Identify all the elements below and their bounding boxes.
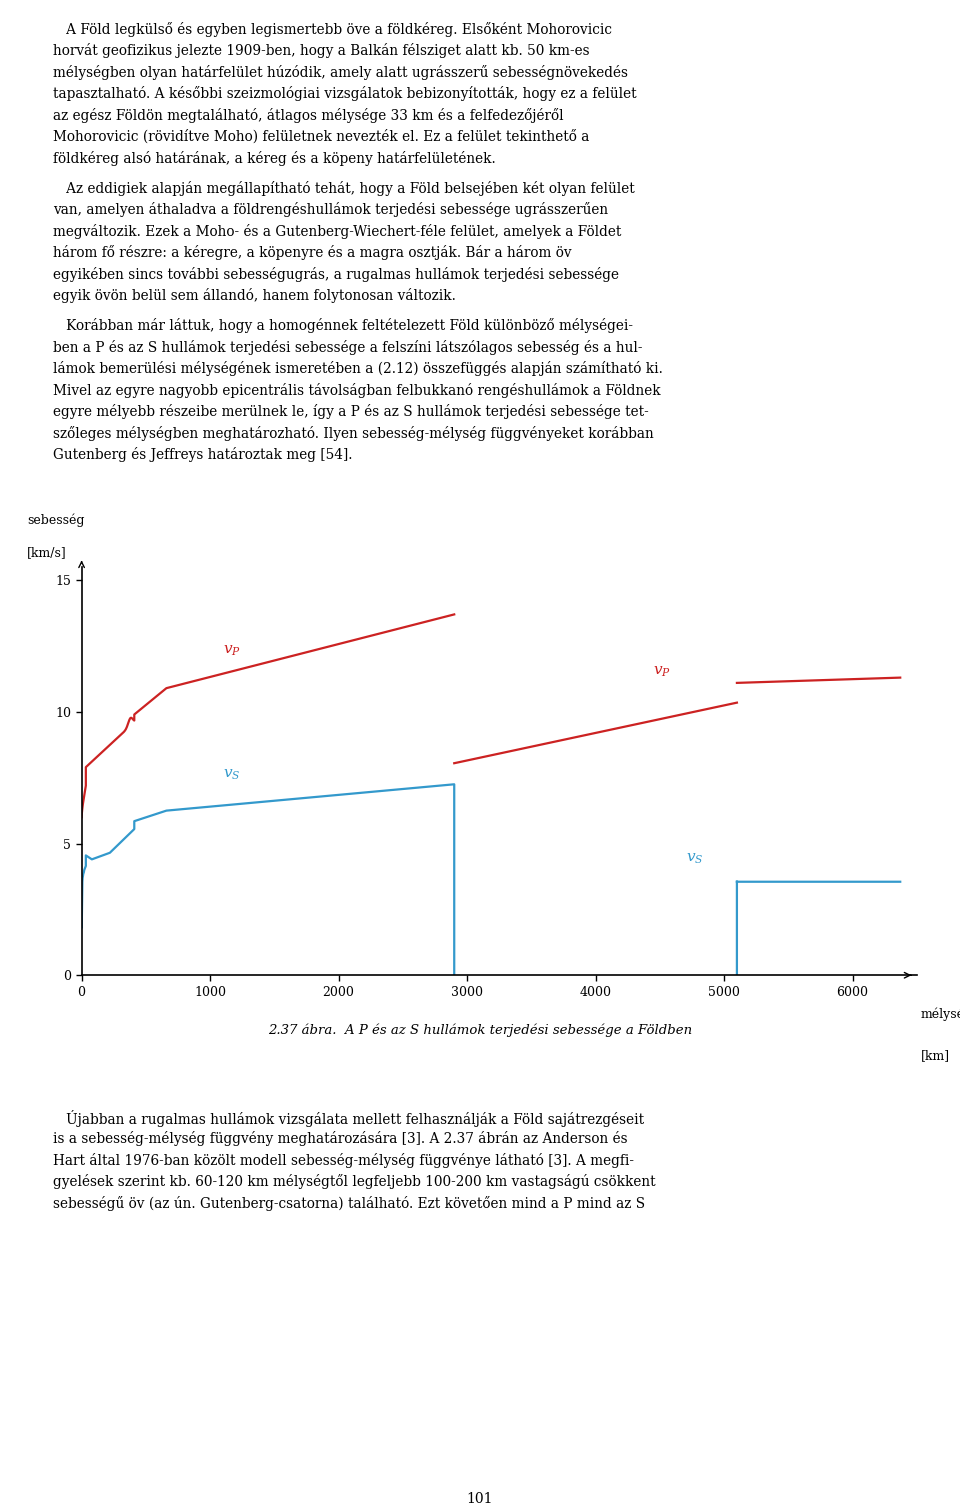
Text: Az eddigiek alapján megállapítható tehát, hogy a Föld belsejében két olyan felül: Az eddigiek alapján megállapítható tehát… <box>53 181 635 197</box>
Text: ben a P és az S hullámok terjedési sebessége a felszíni látszólagos sebesség és : ben a P és az S hullámok terjedési sebes… <box>53 340 642 355</box>
Text: az egész Földön megtalálható, átlagos mélysége 33 km és a felfedezőjéről: az egész Földön megtalálható, átlagos mé… <box>53 107 564 122</box>
Text: $v_P$: $v_P$ <box>223 644 241 658</box>
Text: 101: 101 <box>467 1492 493 1506</box>
Text: horvát geofizikus jelezte 1909-ben, hogy a Balkán félsziget alatt kb. 50 km-es: horvát geofizikus jelezte 1909-ben, hogy… <box>53 44 589 59</box>
Text: Mivel az egyre nagyobb epicentrális távolságban felbukkanó rengéshullámok a Föld: Mivel az egyre nagyobb epicentrális távo… <box>53 383 660 398</box>
Text: A Föld legkülső és egyben legismertebb öve a földkéreg. Elsőként Mohorovicic: A Föld legkülső és egyben legismertebb ö… <box>53 23 612 36</box>
Text: Korábban már láttuk, hogy a homogénnek feltételezett Föld különböző mélységei-: Korábban már láttuk, hogy a homogénnek f… <box>53 319 633 333</box>
Text: $v_S$: $v_S$ <box>685 851 703 866</box>
Text: három fő részre: a kéregre, a köpenyre és a magra osztják. Bár a három öv: három fő részre: a kéregre, a köpenyre é… <box>53 245 571 260</box>
Text: egyik övön belül sem állandó, hanem folytonosan változik.: egyik övön belül sem állandó, hanem foly… <box>53 289 456 304</box>
Text: gyelések szerint kb. 60-120 km mélységtől legfeljebb 100-200 km vastagságú csökk: gyelések szerint kb. 60-120 km mélységtő… <box>53 1175 656 1190</box>
Text: egyikében sincs további sebességugrás, a rugalmas hullámok terjedési sebessége: egyikében sincs további sebességugrás, a… <box>53 266 619 281</box>
Text: is a sebesség-mélység függvény meghatározására [3]. A 2.37 ábrán az Anderson és: is a sebesség-mélység függvény meghatáro… <box>53 1131 628 1146</box>
Text: $v_S$: $v_S$ <box>223 768 240 782</box>
Text: Gutenberg és Jeffreys határoztak meg [54].: Gutenberg és Jeffreys határoztak meg [54… <box>53 448 352 463</box>
Text: van, amelyen áthaladva a földrengéshullámok terjedési sebessége ugrásszerűen: van, amelyen áthaladva a földrengéshullá… <box>53 203 608 218</box>
Text: sebességű öv (az ún. Gutenberg-csatorna) található. Ezt követően mind a P mind a: sebességű öv (az ún. Gutenberg-csatorna)… <box>53 1196 645 1211</box>
Text: tapasztalható. A későbbi szeizmológiai vizsgálatok bebizonyították, hogy ez a fe: tapasztalható. A későbbi szeizmológiai v… <box>53 86 636 101</box>
Text: megváltozik. Ezek a Moho- és a Gutenberg-Wiechert-féle felület, amelyek a Földet: megváltozik. Ezek a Moho- és a Gutenberg… <box>53 224 621 239</box>
Text: 2.37 ábra.  A P és az S hullámok terjedési sebessége a Földben: 2.37 ábra. A P és az S hullámok terjedés… <box>268 1024 692 1037</box>
Text: Újabban a rugalmas hullámok vizsgálata mellett felhasználják a Föld sajátrezgése: Újabban a rugalmas hullámok vizsgálata m… <box>53 1110 644 1126</box>
Text: egyre mélyebb részeibe merülnek le, így a P és az S hullámok terjedési sebessége: egyre mélyebb részeibe merülnek le, így … <box>53 404 649 419</box>
Text: [km]: [km] <box>921 1049 950 1061</box>
Text: [km/s]: [km/s] <box>27 547 67 559</box>
Text: lámok bemerülési mélységének ismeretében a (2.12) összefüggés alapján számítható: lámok bemerülési mélységének ismeretében… <box>53 361 662 376</box>
Text: $v_P$: $v_P$ <box>654 665 671 679</box>
Text: Hart által 1976-ban közölt modell sebesség-mélység függvénye látható [3]. A megf: Hart által 1976-ban közölt modell sebess… <box>53 1154 634 1167</box>
Text: sebesség: sebesség <box>27 514 84 528</box>
Text: földkéreg alsó határának, a kéreg és a köpeny határfelületének.: földkéreg alsó határának, a kéreg és a k… <box>53 151 495 166</box>
Text: Mohorovicic (rövidítve Moho) felületnek nevezték el. Ez a felület tekinthető a: Mohorovicic (rövidítve Moho) felületnek … <box>53 130 589 144</box>
Text: mélység: mélység <box>921 1009 960 1022</box>
Text: mélységben olyan határfelület húzódik, amely alatt ugrásszerű sebességnövekedés: mélységben olyan határfelület húzódik, a… <box>53 65 628 80</box>
Text: szőleges mélységben meghatározható. Ilyen sebesség-mélység függvényeket korábban: szőleges mélységben meghatározható. Ilye… <box>53 426 654 440</box>
